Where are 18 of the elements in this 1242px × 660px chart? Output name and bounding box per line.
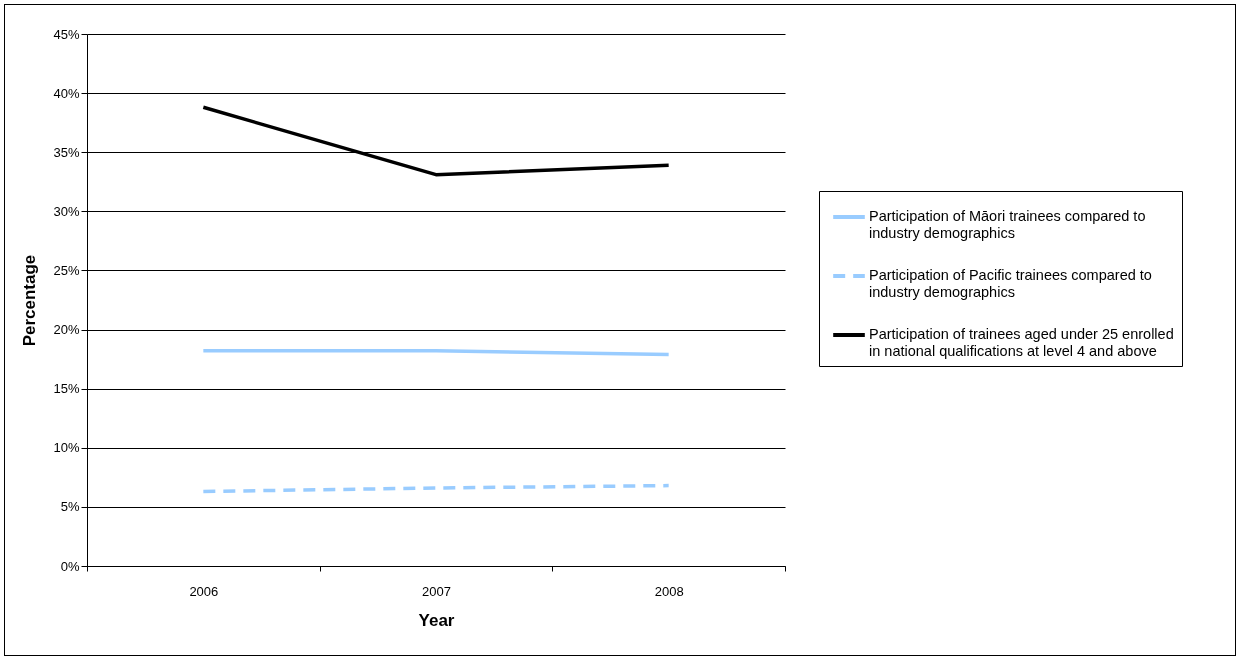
y-tick-label: 15% (53, 381, 80, 397)
x-tick-label: 2008 (654, 583, 684, 599)
y-tick-label: 40% (53, 85, 80, 101)
y-tick-label: 35% (53, 144, 80, 160)
x-tick-label: 2007 (422, 583, 451, 599)
x-tick-label: 2006 (189, 583, 219, 599)
y-axis-title: Percentage (20, 254, 40, 347)
y-tick-label: 30% (53, 203, 80, 219)
x-axis-title: Year (418, 610, 455, 630)
legend-label: Participation of Pacific trainees compared to industry demographics (869, 267, 1152, 300)
y-tick-label: 20% (53, 322, 80, 338)
y-tick-label: 5% (60, 499, 80, 515)
y-tick-label: 25% (53, 262, 80, 278)
legend-label: Participation of Māori trainees compared to industry demographics (869, 208, 1146, 241)
y-tick-label: 45% (53, 26, 80, 42)
y-tick-label: 0% (60, 558, 80, 574)
legend-label: Participation of trainees aged under 25 enrolled in national qualifications at level 4 and above (869, 326, 1174, 359)
y-tick-label: 10% (53, 440, 80, 456)
